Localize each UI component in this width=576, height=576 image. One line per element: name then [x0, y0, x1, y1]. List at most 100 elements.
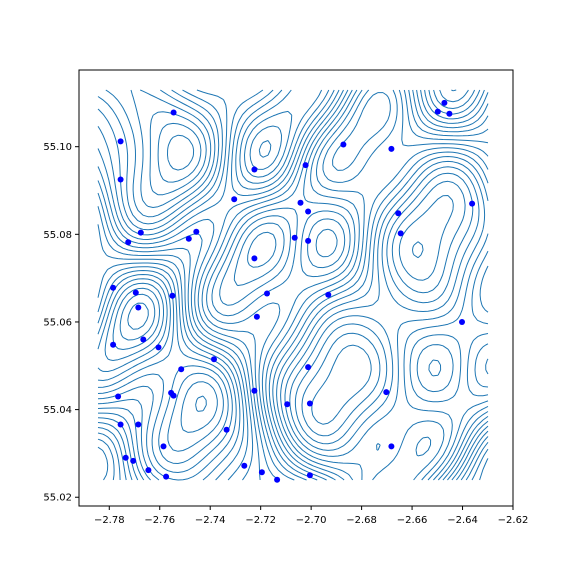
- data-point: [170, 392, 177, 399]
- contour-line: [130, 89, 489, 481]
- x-tick-label: −2.74: [195, 515, 226, 526]
- data-point: [185, 235, 192, 242]
- data-point: [122, 454, 129, 461]
- data-point: [274, 476, 281, 483]
- data-point: [115, 393, 122, 400]
- data-point: [446, 110, 453, 117]
- contour-line: [104, 282, 207, 412]
- data-point: [284, 401, 291, 408]
- contour-line: [289, 166, 489, 457]
- contour-line: [112, 287, 160, 350]
- y-tick-label: 55.04: [43, 405, 72, 416]
- data-point: [160, 443, 167, 450]
- axes-frame: [78, 69, 514, 507]
- contour-line: [294, 172, 474, 445]
- y-axis: 55.02 55.04 55.06 55.08 55.10: [43, 142, 79, 504]
- contour-line: [105, 89, 489, 481]
- data-point: [241, 462, 248, 469]
- contour-line: [311, 195, 454, 425]
- contour-line: [97, 266, 233, 473]
- data-point: [383, 389, 390, 396]
- contour-line: [157, 92, 489, 481]
- data-point: [163, 473, 170, 480]
- data-point: [211, 356, 217, 363]
- data-point: [297, 199, 304, 206]
- data-point: [258, 469, 265, 476]
- contour-line: [97, 89, 489, 481]
- contour-line: [301, 180, 466, 437]
- x-tick-label: −2.78: [94, 515, 125, 526]
- x-tick-label: −2.66: [397, 515, 428, 526]
- data-point: [306, 472, 313, 479]
- data-point: [291, 234, 298, 241]
- data-point: [125, 239, 132, 246]
- contour-line: [97, 89, 489, 481]
- contour-line: [97, 89, 469, 481]
- data-point: [397, 230, 404, 237]
- data-point: [306, 400, 313, 407]
- contour-line: [97, 89, 457, 481]
- contour-line: [167, 134, 489, 481]
- contour-line: [97, 89, 489, 481]
- data-point: [135, 304, 142, 311]
- contour-line: [412, 241, 424, 259]
- data-point: [170, 109, 177, 116]
- data-point: [264, 290, 270, 297]
- data-point: [193, 228, 200, 235]
- contour-line: [97, 89, 489, 481]
- x-tick-label: −2.64: [447, 515, 478, 526]
- contour-line: [97, 89, 489, 481]
- data-point: [137, 229, 144, 236]
- data-point: [253, 313, 260, 320]
- data-point: [388, 145, 395, 152]
- contour-line: [97, 274, 224, 452]
- data-point: [145, 467, 152, 474]
- data-point: [302, 162, 309, 169]
- contour-line: [127, 302, 149, 330]
- data-point: [395, 210, 402, 217]
- data-point: [469, 200, 476, 207]
- data-point: [117, 421, 124, 428]
- contour-line: [97, 270, 229, 464]
- data-point: [388, 443, 395, 450]
- contour-lines: [97, 89, 489, 481]
- data-point: [178, 366, 185, 373]
- y-tick-label: 55.08: [43, 230, 72, 241]
- data-point: [251, 166, 258, 173]
- plot-area: [78, 69, 514, 507]
- data-point: [340, 141, 347, 148]
- y-tick-label: 55.02: [43, 493, 72, 504]
- data-point: [117, 176, 124, 183]
- contour-line: [149, 89, 489, 481]
- data-point: [110, 284, 117, 291]
- contour-line: [97, 89, 489, 481]
- data-point: [459, 319, 465, 325]
- data-point: [325, 291, 332, 298]
- x-tick-label: −2.76: [144, 515, 175, 526]
- x-tick-label: −2.72: [245, 515, 276, 526]
- data-point: [305, 364, 312, 371]
- data-points: [110, 99, 476, 483]
- data-point: [140, 336, 147, 343]
- data-point: [117, 138, 124, 145]
- data-point: [305, 237, 312, 244]
- data-point: [441, 99, 448, 106]
- data-point: [130, 457, 137, 464]
- x-tick-label: −2.62: [498, 515, 529, 526]
- x-axis: −2.78 −2.76 −2.74 −2.72 −2.70 −2.68 −2.66 −2.64…: [94, 506, 528, 526]
- data-point: [169, 292, 176, 299]
- data-point: [110, 341, 117, 348]
- contour-line: [284, 160, 489, 481]
- contour-line: [97, 278, 218, 433]
- data-point: [305, 208, 312, 215]
- data-point: [223, 426, 230, 433]
- contour-line: [97, 140, 272, 481]
- y-tick-label: 55.06: [43, 317, 72, 328]
- data-point: [135, 421, 142, 428]
- y-tick-label: 55.10: [43, 142, 72, 153]
- data-point: [251, 387, 258, 394]
- data-point: [155, 344, 162, 351]
- data-point: [132, 289, 139, 296]
- contour-line: [97, 89, 489, 481]
